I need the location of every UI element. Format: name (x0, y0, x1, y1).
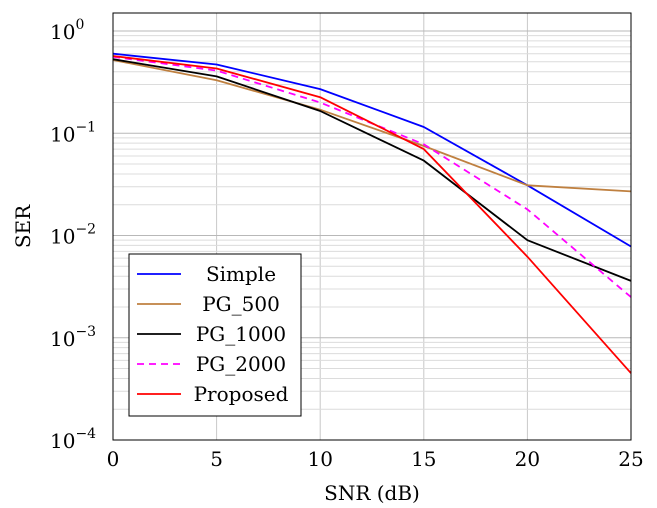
x-tick-label: 5 (210, 447, 223, 471)
series-line-proposed (112, 55, 632, 374)
legend-label: PG_500 (202, 292, 280, 316)
legend: Simple PG_500 PG_1000 PG_2000 Proposed (128, 253, 302, 417)
legend-label: Proposed (194, 382, 289, 406)
x-tick-label: 10 (307, 447, 332, 471)
x-tick-labels: 0 5 10 15 20 25 (107, 447, 644, 471)
x-tick-label: 15 (411, 447, 436, 471)
y-axis-label: SER (11, 204, 35, 248)
y-tick-labels: 100 10−1 10−2 10−3 10−4 (50, 17, 96, 453)
series-line-pg-1000 (112, 58, 632, 282)
x-tick-label: 25 (618, 447, 643, 471)
legend-label: PG_2000 (196, 352, 286, 376)
x-tick-label: 20 (515, 447, 540, 471)
y-tick-label: 10−4 (50, 426, 96, 453)
series-lines (112, 52, 632, 374)
plot-frame (112, 12, 632, 441)
y-tick-label: 10−2 (50, 222, 96, 249)
y-tick-label: 10−3 (50, 324, 96, 351)
legend-label: Simple (206, 262, 276, 286)
y-tick-label: 100 (50, 17, 84, 44)
x-axis-label: SNR (dB) (324, 481, 420, 505)
series-line-pg-500 (112, 59, 632, 193)
y-tick-label: 10−1 (50, 119, 96, 146)
legend-box (128, 253, 302, 417)
series-line-simple (112, 52, 632, 248)
legend-label: PG_1000 (196, 322, 286, 346)
x-tick-label: 0 (107, 447, 120, 471)
